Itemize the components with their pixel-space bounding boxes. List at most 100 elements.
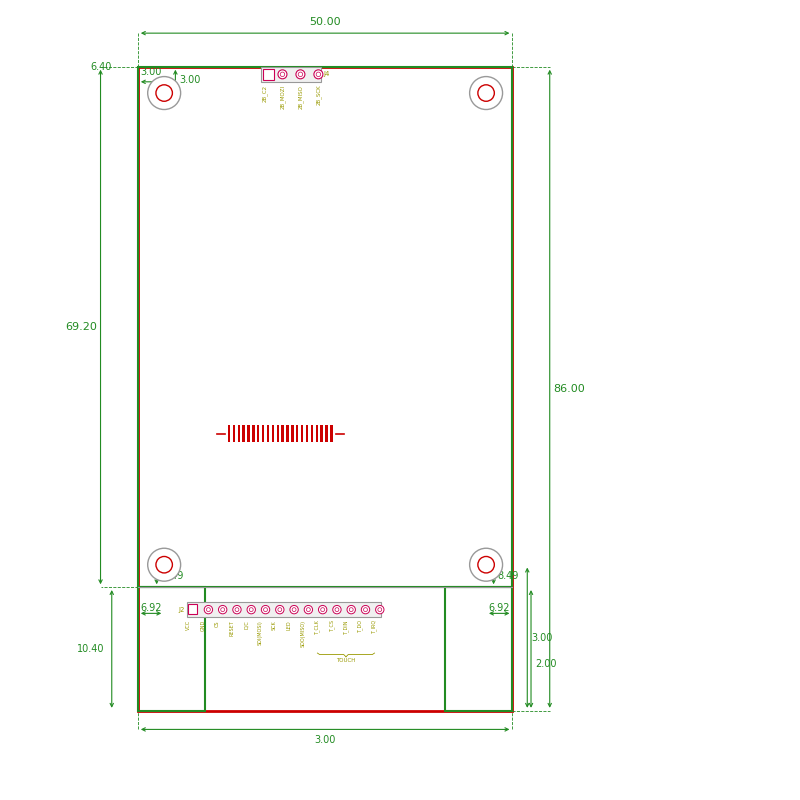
Text: 8.49: 8.49 — [498, 571, 518, 581]
Bar — [310, 426, 313, 442]
Text: T_CS: T_CS — [329, 620, 334, 632]
Bar — [326, 426, 328, 442]
Circle shape — [333, 606, 341, 614]
Bar — [321, 426, 323, 442]
Text: D/C: D/C — [243, 620, 249, 629]
Circle shape — [276, 606, 284, 614]
Circle shape — [278, 70, 287, 79]
Circle shape — [247, 606, 255, 614]
Circle shape — [363, 608, 367, 611]
Circle shape — [296, 70, 305, 79]
Circle shape — [470, 548, 502, 581]
Bar — [301, 426, 303, 442]
Text: J2: J2 — [178, 606, 184, 613]
Bar — [252, 426, 254, 442]
Text: J4: J4 — [324, 71, 330, 78]
Text: T_DIN: T_DIN — [343, 620, 349, 634]
Text: T_DO: T_DO — [358, 620, 363, 633]
Text: 3.00: 3.00 — [531, 633, 552, 642]
Text: 6.92: 6.92 — [489, 603, 510, 614]
Text: 2.00: 2.00 — [534, 659, 556, 669]
Bar — [315, 426, 318, 442]
Text: 3.00: 3.00 — [314, 734, 336, 745]
Circle shape — [263, 608, 267, 611]
Circle shape — [478, 85, 494, 102]
Bar — [262, 67, 322, 82]
Text: SDO(MISO): SDO(MISO) — [301, 620, 306, 647]
Text: LED: LED — [286, 620, 291, 630]
Text: 3.00: 3.00 — [140, 67, 162, 78]
Circle shape — [148, 548, 181, 581]
Circle shape — [362, 606, 370, 614]
Text: 69.20: 69.20 — [65, 322, 97, 332]
Bar — [306, 426, 308, 442]
Bar — [272, 426, 274, 442]
Circle shape — [262, 606, 270, 614]
Bar — [330, 426, 333, 442]
Bar — [286, 426, 289, 442]
Bar — [238, 426, 240, 442]
Text: RESET: RESET — [230, 620, 234, 636]
Circle shape — [206, 608, 210, 611]
Bar — [138, 67, 512, 587]
Text: 2B_SCK: 2B_SCK — [315, 85, 322, 106]
Circle shape — [235, 608, 239, 611]
Circle shape — [250, 608, 253, 611]
Circle shape — [290, 606, 298, 614]
Bar — [262, 426, 264, 442]
Text: VCC: VCC — [186, 620, 191, 630]
Circle shape — [378, 608, 382, 611]
Circle shape — [335, 608, 339, 611]
Circle shape — [204, 606, 213, 614]
Text: 6.40: 6.40 — [90, 62, 112, 72]
Bar — [445, 587, 512, 710]
Bar — [267, 426, 270, 442]
Text: TOUCH: TOUCH — [336, 658, 356, 663]
Text: 3.00: 3.00 — [179, 75, 201, 85]
Bar — [291, 426, 294, 442]
Text: 8.49: 8.49 — [162, 571, 183, 581]
Text: 2B_MOZI: 2B_MOZI — [280, 85, 286, 109]
Bar — [186, 602, 382, 617]
Bar — [188, 604, 198, 614]
Circle shape — [156, 557, 173, 573]
Circle shape — [316, 72, 321, 77]
Text: 2B_C2: 2B_C2 — [262, 85, 267, 102]
Bar — [138, 67, 512, 710]
Bar — [247, 426, 250, 442]
Bar — [263, 69, 274, 80]
Bar — [138, 587, 206, 710]
Circle shape — [321, 608, 325, 611]
Text: SDI(MOSI): SDI(MOSI) — [258, 620, 262, 645]
Text: CS: CS — [215, 620, 220, 626]
Circle shape — [470, 77, 502, 110]
Circle shape — [292, 608, 296, 611]
Circle shape — [156, 85, 173, 102]
Circle shape — [350, 608, 353, 611]
Circle shape — [233, 606, 241, 614]
Bar — [233, 426, 235, 442]
Bar — [282, 426, 284, 442]
Circle shape — [304, 606, 313, 614]
Circle shape — [306, 608, 310, 611]
Circle shape — [221, 608, 225, 611]
Bar — [277, 426, 279, 442]
Text: SCK: SCK — [272, 620, 277, 630]
Circle shape — [280, 72, 285, 77]
Circle shape — [375, 606, 384, 614]
Bar — [296, 426, 298, 442]
Text: 10.40: 10.40 — [77, 644, 104, 654]
Circle shape — [318, 606, 327, 614]
Bar — [242, 426, 245, 442]
Text: 2B_MISO: 2B_MISO — [298, 85, 303, 109]
Circle shape — [218, 606, 227, 614]
Text: GND: GND — [201, 620, 206, 631]
Circle shape — [347, 606, 355, 614]
Text: T_CLK: T_CLK — [314, 620, 320, 635]
Text: 50.00: 50.00 — [310, 17, 341, 27]
Bar — [257, 426, 259, 442]
Text: T_IRQ: T_IRQ — [372, 620, 378, 634]
Circle shape — [148, 77, 181, 110]
Text: 6.92: 6.92 — [140, 603, 162, 614]
Text: 86.00: 86.00 — [554, 384, 586, 394]
